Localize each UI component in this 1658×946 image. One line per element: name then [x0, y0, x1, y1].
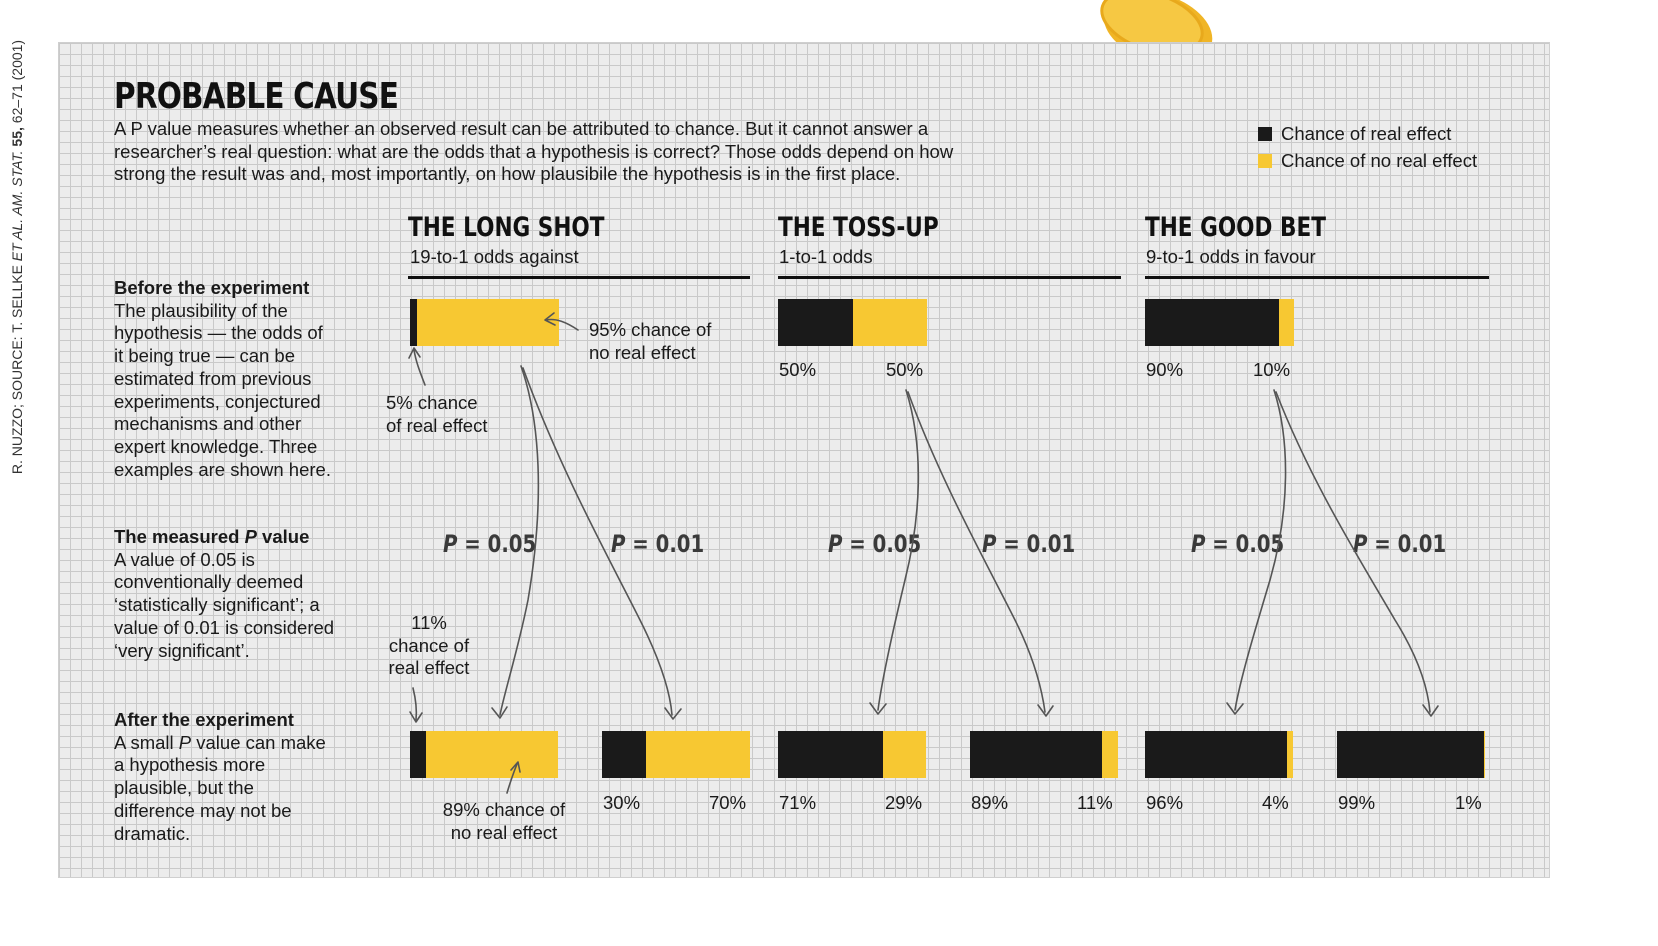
- data-label: 70%: [709, 792, 747, 813]
- section-line: difference may not be: [114, 799, 292, 821]
- section-heading: After the experiment: [114, 709, 294, 730]
- scenario-title: THE LONG SHOT: [408, 212, 605, 243]
- bar-segment-real: [1145, 731, 1288, 778]
- section-before: Before the experiment The plausibility o…: [114, 277, 364, 481]
- data-label: 29%: [885, 792, 923, 813]
- bar-segment-no-real: [1101, 731, 1118, 778]
- p-value-label: P = 0.05: [828, 530, 922, 558]
- section-line: dramatic.: [114, 822, 191, 844]
- annotation-95-no-real: 95% chance of no real effect: [589, 319, 712, 363]
- section-line: A small P value can make: [114, 731, 326, 753]
- section-line: a hypothesis more: [114, 754, 266, 776]
- section-line: A value of 0.05 is: [114, 548, 255, 570]
- section-line: plausible, but the: [114, 777, 254, 799]
- legend-label: Chance of real effect: [1281, 122, 1452, 144]
- section-line: value of 0.01 is considered: [114, 616, 335, 638]
- bar-segment-real: [778, 299, 853, 346]
- bar-segment-no-real: [883, 731, 926, 778]
- scenario-title: THE TOSS-UP: [778, 212, 939, 243]
- bar-segment-real: [602, 731, 647, 778]
- bar-tossup-p001: [970, 731, 1118, 778]
- bar-longshot-before: [410, 299, 559, 346]
- section-line: ‘statistically significant’; a: [114, 594, 320, 616]
- legend-item-noreal: Chance of no real effect: [1258, 147, 1477, 174]
- section-line: examples are shown here.: [114, 458, 331, 480]
- intro-line: A P value measures whether an observed r…: [114, 118, 929, 139]
- section-line: it being true — can be: [114, 345, 295, 367]
- data-label: 96%: [1146, 792, 1184, 813]
- section-pvalue: The measured P value A value of 0.05 is …: [114, 526, 364, 662]
- bar-tossup-before: [778, 299, 927, 346]
- bar-segment-no-real: [1279, 299, 1294, 346]
- bar-segment-no-real: [852, 299, 927, 346]
- data-label: 4%: [1262, 792, 1289, 813]
- bar-segment-real: [778, 731, 884, 778]
- section-line: ‘very significant’.: [114, 639, 250, 661]
- section-heading: Before the experiment: [114, 277, 310, 298]
- data-label: 1%: [1455, 792, 1482, 813]
- bar-segment-real: [970, 731, 1102, 778]
- section-after: After the experiment A small P value can…: [114, 709, 364, 845]
- scenario-rule: [778, 276, 1121, 279]
- legend-item-real: Chance of real effect: [1258, 120, 1477, 147]
- bar-goodbet-p005: [1145, 731, 1293, 778]
- bar-segment-no-real: [1483, 731, 1485, 778]
- data-label: 89%: [971, 792, 1009, 813]
- legend-label: Chance of no real effect: [1281, 149, 1478, 171]
- bar-longshot-p001: [602, 731, 750, 778]
- data-label: 11%: [1077, 792, 1113, 813]
- bar-segment-no-real: [426, 731, 558, 778]
- bar-segment-real: [410, 731, 427, 778]
- scenario-title: THE GOOD BET: [1145, 212, 1326, 243]
- section-line: The plausibility of the: [114, 299, 288, 321]
- section-line: experiments, conjectured: [114, 390, 321, 412]
- bar-goodbet-before: [1145, 299, 1294, 346]
- bar-segment-no-real: [417, 299, 559, 346]
- data-label: 50%: [886, 359, 924, 380]
- data-label: 50%: [779, 359, 817, 380]
- page-title: PROBABLE CAUSE: [114, 76, 399, 117]
- intro-text: A P value measures whether an observed r…: [114, 118, 1014, 186]
- legend-swatch-noreal: [1258, 153, 1272, 168]
- intro-line: strong the result was and, most importan…: [114, 163, 901, 184]
- data-label: 90%: [1146, 359, 1184, 380]
- legend: Chance of real effect Chance of no real …: [1258, 120, 1477, 174]
- scenario-subtitle: 1-to-1 odds: [779, 246, 873, 267]
- annotation-11-real: 11% chance of real effect: [388, 612, 470, 679]
- data-label: 99%: [1338, 792, 1376, 813]
- bar-longshot-p005: [410, 731, 558, 778]
- p-value-label: P = 0.01: [982, 530, 1076, 558]
- bar-segment-real: [410, 299, 418, 346]
- bar-tossup-p005: [778, 731, 926, 778]
- p-value-label: P = 0.01: [1353, 530, 1447, 558]
- p-value-label: P = 0.05: [443, 530, 537, 558]
- intro-line: researcher’s real question: what are the…: [114, 140, 954, 162]
- section-line: expert knowledge. Three: [114, 435, 318, 457]
- section-line: mechanisms and other: [114, 413, 302, 435]
- scenario-rule: [408, 276, 750, 279]
- section-line: estimated from previous: [114, 367, 312, 389]
- bar-goodbet-p001: [1337, 731, 1485, 778]
- section-heading: The measured P value: [114, 526, 310, 547]
- section-line: conventionally deemed: [114, 571, 304, 593]
- scenario-subtitle: 19-to-1 odds against: [410, 246, 579, 267]
- scenario-subtitle: 9-to-1 odds in favour: [1146, 246, 1316, 267]
- section-line: hypothesis — the odds of: [114, 322, 323, 344]
- legend-swatch-real: [1258, 126, 1272, 141]
- bar-segment-real: [1145, 299, 1280, 346]
- data-label: 71%: [779, 792, 817, 813]
- bar-segment-real: [1337, 731, 1484, 778]
- data-label: 10%: [1253, 359, 1291, 380]
- data-label: 30%: [603, 792, 641, 813]
- p-value-label: P = 0.05: [1191, 530, 1285, 558]
- annotation-89-no-real: 89% chance of no real effect: [442, 799, 566, 843]
- scenario-rule: [1145, 276, 1489, 279]
- source-credit: R. NUZZO; SOURCE: T. SELLKE ET AL. AM. S…: [9, 39, 25, 475]
- bar-segment-no-real: [1287, 731, 1293, 778]
- annotation-5-real: 5% chance of real effect: [386, 392, 488, 436]
- p-value-label: P = 0.01: [611, 530, 705, 558]
- bar-segment-no-real: [646, 731, 750, 778]
